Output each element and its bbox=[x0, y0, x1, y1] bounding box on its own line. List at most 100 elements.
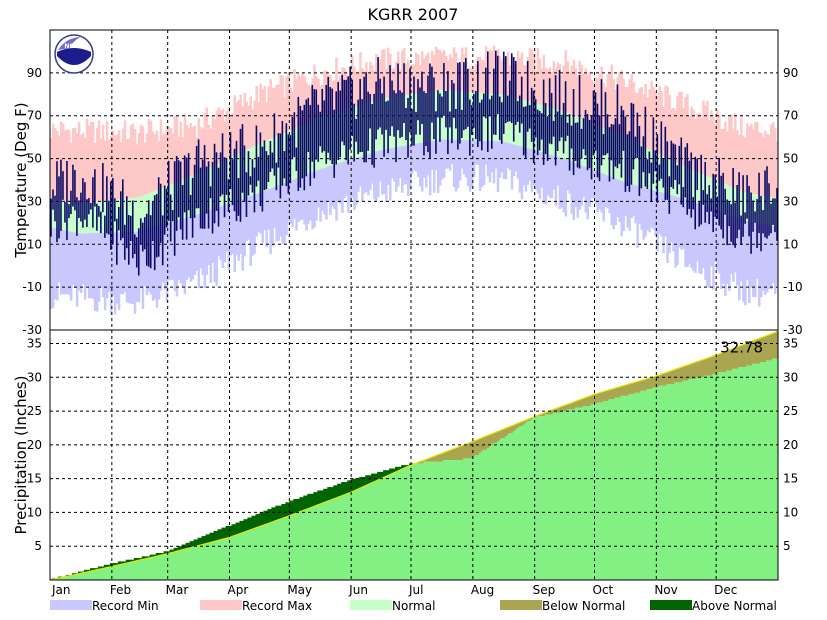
noaa-logo: NOAA bbox=[54, 34, 94, 74]
record-min-bar bbox=[636, 185, 639, 248]
below-normal-bar bbox=[648, 377, 651, 390]
observed-precip-bar bbox=[532, 417, 536, 580]
observed-precip-bar bbox=[662, 385, 665, 580]
below-normal-bar bbox=[448, 449, 452, 461]
observed-temp-bar bbox=[351, 79, 353, 137]
observed-precip-bar bbox=[630, 394, 633, 580]
observed-temp-bar bbox=[562, 102, 565, 154]
record-min-bar bbox=[251, 195, 254, 256]
above-normal-bar bbox=[281, 503, 284, 518]
record-max-bar bbox=[640, 87, 643, 146]
observed-precip-bar bbox=[337, 496, 340, 580]
observed-precip-bar bbox=[598, 402, 601, 580]
observed-temp-bar bbox=[217, 167, 220, 227]
observed-precip-bar bbox=[367, 484, 370, 580]
observed-temp-bar bbox=[734, 202, 736, 248]
observed-precip-bar bbox=[371, 482, 374, 580]
record-max-bar bbox=[83, 137, 87, 204]
observed-temp-bar bbox=[600, 79, 603, 166]
month-tick-label: Jun bbox=[348, 583, 368, 597]
record-max-bar bbox=[622, 78, 625, 137]
above-normal-bar bbox=[249, 517, 252, 530]
observed-precip-bar bbox=[458, 460, 462, 580]
record-min-bar bbox=[532, 150, 536, 186]
below-normal-bar bbox=[424, 459, 428, 462]
above-normal-bar bbox=[175, 547, 179, 552]
record-max-bar bbox=[570, 65, 574, 115]
observed-temp-bar bbox=[496, 55, 499, 115]
above-normal-bar bbox=[223, 527, 227, 539]
below-normal-bar bbox=[436, 454, 440, 462]
record-min-bar bbox=[686, 199, 689, 267]
record-min-bar bbox=[155, 226, 159, 308]
record-min-bar bbox=[528, 148, 532, 181]
observed-precip-bar bbox=[710, 375, 713, 580]
legend-label: Record Max bbox=[242, 599, 312, 613]
record-max-bar bbox=[257, 102, 260, 145]
observed-precip-bar bbox=[498, 439, 502, 580]
observed-precip-bar bbox=[99, 568, 103, 580]
below-normal-bar bbox=[524, 419, 528, 423]
below-normal-bar bbox=[662, 373, 665, 386]
observed-precip-bar bbox=[147, 557, 151, 580]
below-normal-bar bbox=[672, 369, 675, 385]
record-min-bar bbox=[379, 150, 382, 182]
observed-precip-bar bbox=[676, 382, 679, 580]
observed-precip-bar bbox=[351, 491, 354, 580]
observed-temp-bar bbox=[341, 74, 343, 142]
observed-precip-bar bbox=[444, 460, 448, 580]
above-normal-bar bbox=[105, 564, 109, 568]
observed-precip-bar bbox=[752, 363, 755, 580]
observed-temp-bar bbox=[742, 175, 744, 237]
observed-precip-bar bbox=[632, 394, 635, 580]
above-normal-bar bbox=[129, 559, 133, 562]
below-normal-bar bbox=[654, 375, 657, 388]
observed-temp-bar bbox=[389, 65, 391, 136]
observed-precip-bar bbox=[604, 400, 607, 580]
record-max-bar bbox=[113, 135, 117, 200]
record-max-bar bbox=[536, 47, 540, 104]
observed-temp-bar bbox=[582, 118, 585, 150]
record-max-bar bbox=[418, 65, 422, 93]
observed-temp-bar bbox=[628, 131, 631, 192]
record-min-bar bbox=[289, 180, 292, 224]
observed-temp-bar bbox=[449, 111, 451, 128]
normal-range-bar bbox=[730, 186, 733, 216]
observed-precip-bar bbox=[143, 558, 147, 580]
record-max-bar bbox=[405, 63, 408, 95]
record-max-bar bbox=[668, 94, 671, 159]
below-normal-bar bbox=[484, 435, 488, 450]
record-min-bar bbox=[606, 175, 609, 209]
record-min-bar bbox=[133, 231, 137, 314]
observed-precip-bar bbox=[55, 578, 59, 580]
observed-precip-bar bbox=[213, 541, 217, 580]
above-normal-bar bbox=[95, 568, 99, 570]
observed-temp-bar bbox=[636, 112, 639, 158]
record-max-bar bbox=[646, 97, 649, 149]
below-normal-bar bbox=[632, 382, 635, 395]
below-normal-bar bbox=[456, 446, 460, 461]
record-max-bar bbox=[399, 69, 402, 96]
observed-temp-bar bbox=[104, 215, 106, 238]
record-min-bar bbox=[211, 209, 215, 263]
record-max-bar bbox=[564, 50, 568, 112]
above-normal-bar bbox=[193, 539, 197, 547]
record-max-bar bbox=[480, 60, 484, 93]
record-min-bar bbox=[672, 195, 675, 252]
below-normal-bar bbox=[724, 351, 727, 373]
observed-precip-bar bbox=[409, 465, 412, 580]
record-max-bar bbox=[141, 126, 145, 196]
record-max-bar bbox=[301, 72, 304, 126]
below-normal-bar bbox=[460, 445, 464, 461]
record-min-bar bbox=[492, 141, 496, 184]
above-normal-bar bbox=[357, 478, 360, 489]
observed-temp-bar bbox=[305, 99, 308, 177]
observed-temp-bar bbox=[251, 159, 254, 193]
record-min-bar bbox=[662, 192, 665, 254]
record-max-bar bbox=[217, 107, 221, 164]
normal-range-bar bbox=[636, 143, 639, 186]
observed-temp-bar bbox=[277, 133, 280, 168]
below-normal-bar bbox=[462, 444, 466, 459]
record-min-bar bbox=[209, 209, 213, 283]
observed-precip-bar bbox=[71, 574, 75, 580]
